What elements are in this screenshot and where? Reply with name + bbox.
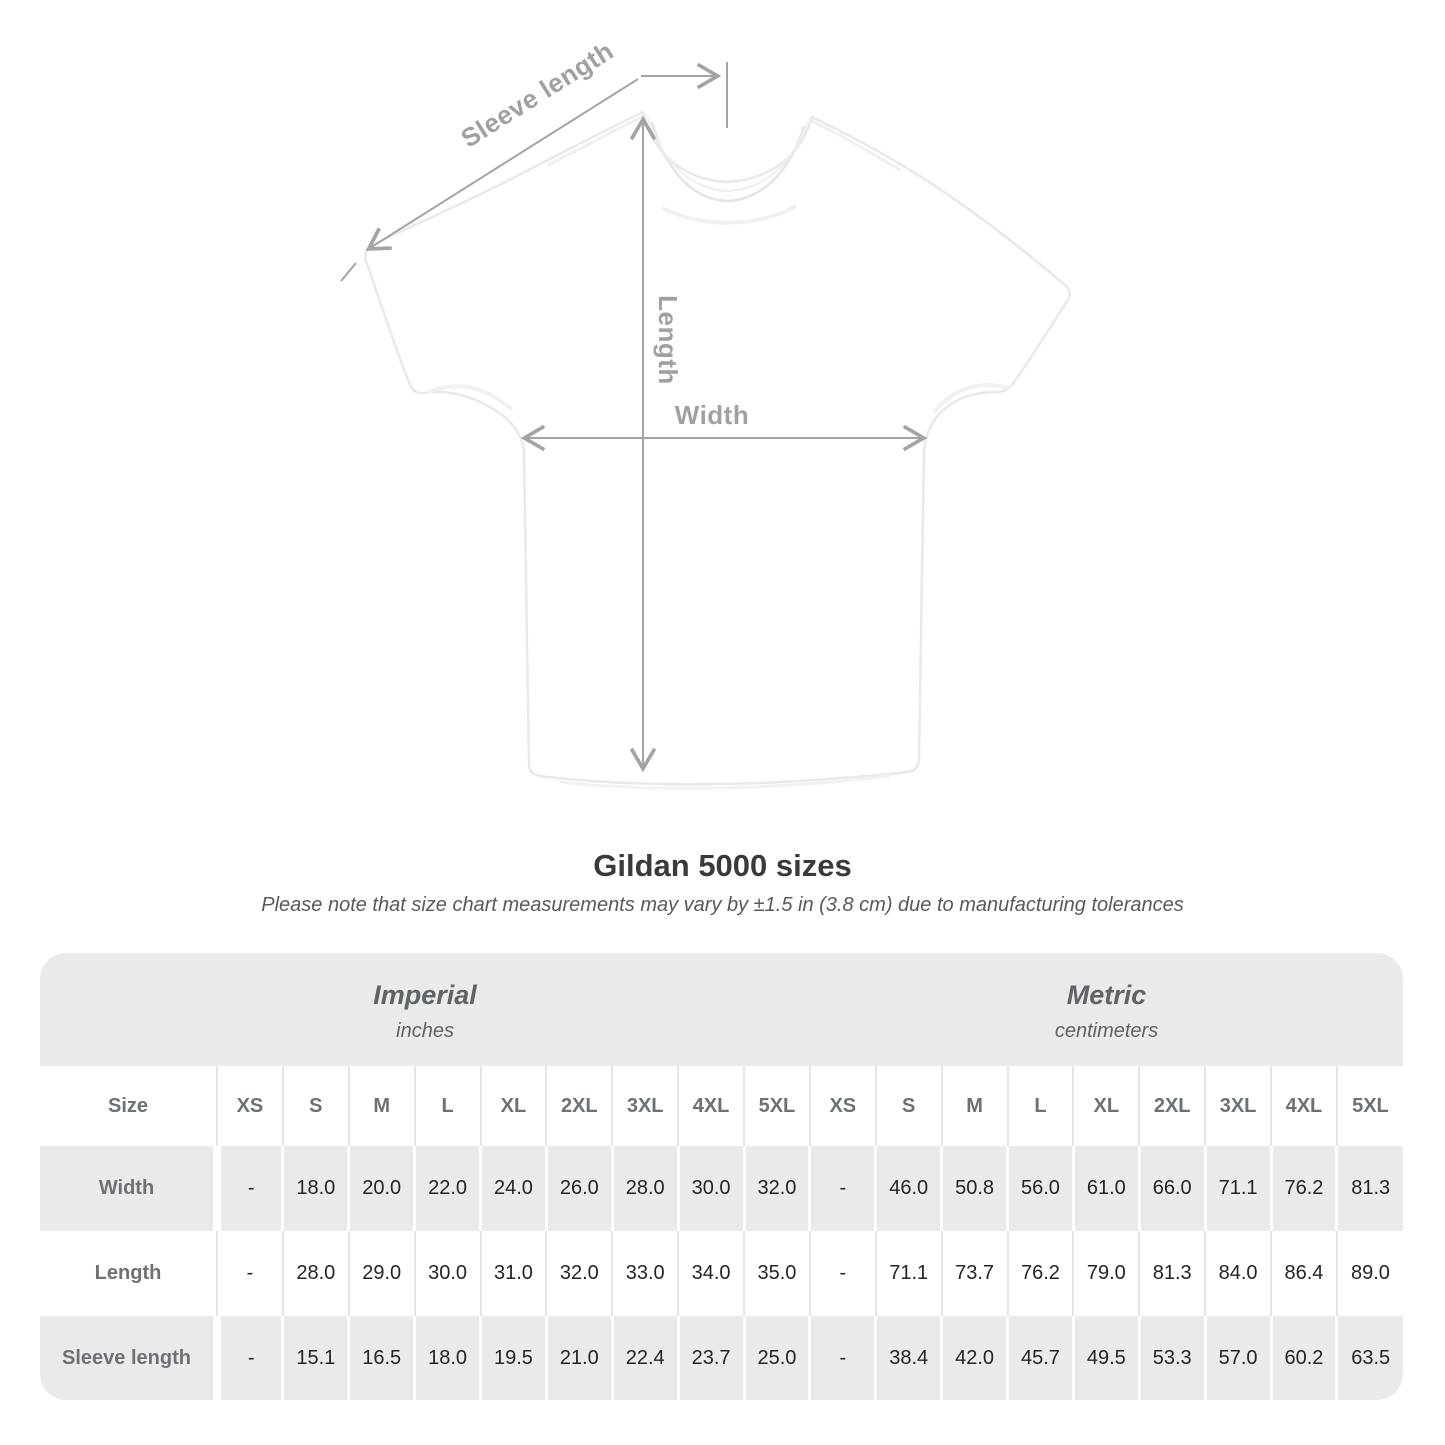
table-row-sleeve-length: Sleeve length -15.1 16.5 18.0 19.5 21.0 22.4 23…: [40, 1316, 1403, 1400]
unit-header-imperial: Imperial inches: [40, 953, 810, 1066]
table-cell: 73.7: [940, 1231, 1008, 1316]
length-label: Length: [653, 295, 683, 385]
size-header-imperial-5xl: 5XL: [743, 1066, 810, 1146]
tshirt-graphic: [364, 110, 1072, 790]
table-cell: 38.4: [874, 1316, 942, 1400]
imperial-label: Imperial: [373, 980, 477, 1010]
size-header-metric-xl: XL: [1072, 1066, 1140, 1146]
table-row-width: Width -18.0 20.0 22.0 24.0 26.0 28.0 30.0 32.0-4…: [40, 1146, 1403, 1231]
unit-header-band: Imperial inches Metric centimeters: [40, 953, 1403, 1066]
size-header-imperial-xl: XL: [479, 1066, 547, 1146]
table-cell: -: [213, 1316, 283, 1400]
collar-band: [650, 121, 806, 203]
table-cell: 18.0: [413, 1316, 481, 1400]
table-cell: 49.5: [1071, 1316, 1140, 1400]
table-cell: 28.0: [610, 1146, 679, 1231]
table-cell: 16.5: [347, 1316, 415, 1400]
table-cell: 46.0: [874, 1146, 942, 1231]
row-label: Sleeve length: [62, 1347, 191, 1369]
table-cell: 79.0: [1072, 1231, 1140, 1316]
size-header-imperial-2xl: 2XL: [545, 1066, 613, 1146]
size-header-metric-2xl: 2XL: [1138, 1066, 1206, 1146]
size-header-metric-5xl: 5XL: [1335, 1066, 1403, 1146]
size-header-metric-s: S: [874, 1066, 942, 1146]
table-cell: 66.0: [1137, 1146, 1206, 1231]
table-cell: 63.5: [1335, 1316, 1403, 1400]
metric-label: Metric: [1066, 980, 1147, 1010]
table-cell: -: [216, 1231, 283, 1316]
size-header-metric-4xl: 4XL: [1270, 1066, 1337, 1146]
size-header-imperial-s: S: [281, 1066, 349, 1146]
sleeve-overshoot-tick: [340, 262, 357, 282]
table-cell: -: [213, 1146, 283, 1231]
row-label: Length: [94, 1262, 162, 1284]
table-row-length: Length -28.0 29.0 30.0 31.0 32.0 33.0 34.0 35.0-…: [40, 1231, 1403, 1316]
size-header-metric-3xl: 3XL: [1204, 1066, 1271, 1146]
table-cell: 76.2: [1006, 1231, 1074, 1316]
size-header-imperial-xs: XS: [216, 1066, 283, 1146]
table-cell: 56.0: [1006, 1146, 1074, 1231]
table-cell: 29.0: [347, 1231, 415, 1316]
table-cell: 86.4: [1270, 1231, 1337, 1316]
table-cell: 18.0: [281, 1146, 349, 1231]
table-cell: 42.0: [940, 1316, 1008, 1400]
table-cell: 15.1: [281, 1316, 349, 1400]
page-title: Gildan 5000 sizes: [593, 848, 852, 883]
table-cell: 22.0: [413, 1146, 481, 1231]
metric-sublabel: centimeters: [1054, 1020, 1159, 1042]
table-cell: 32.0: [742, 1146, 810, 1231]
table-cell: 19.5: [479, 1316, 547, 1400]
table-cell: 81.3: [1335, 1146, 1403, 1231]
table-cell: 35.0: [743, 1231, 810, 1316]
table-cell: 21.0: [544, 1316, 613, 1400]
size-table: Size XS S M L XL 2XL 3XL 4XL 5XL XS S M L XL 2XL 3XL 4XL 5…: [40, 1066, 1403, 1400]
size-table-container: Imperial inches Metric centimeters Size X…: [40, 953, 1403, 1400]
table-cell: 71.1: [1203, 1146, 1271, 1231]
table-cell: 22.4: [610, 1316, 679, 1400]
table-cell: 61.0: [1071, 1146, 1140, 1231]
size-header-imperial-3xl: 3XL: [611, 1066, 679, 1146]
table-cell: 81.3: [1138, 1231, 1206, 1316]
tolerance-note: Please note that size chart measurements…: [261, 894, 1184, 916]
table-cell: 53.3: [1137, 1316, 1206, 1400]
size-header-metric-m: M: [940, 1066, 1008, 1146]
table-cell: 30.0: [413, 1231, 481, 1316]
table-cell: 89.0: [1335, 1231, 1403, 1316]
table-cell: -: [808, 1316, 876, 1400]
row-label: Width: [98, 1177, 155, 1199]
table-cell: 71.1: [874, 1231, 942, 1316]
table-cell: 57.0: [1203, 1316, 1271, 1400]
table-cell: 33.0: [611, 1231, 679, 1316]
table-cell: -: [808, 1146, 876, 1231]
tshirt-measurement-diagram: Sleeve length Length Width: [340, 35, 1072, 790]
table-cell: 20.0: [347, 1146, 415, 1231]
table-cell: 30.0: [676, 1146, 744, 1231]
table-cell: 24.0: [479, 1146, 547, 1231]
size-header-imperial-4xl: 4XL: [677, 1066, 744, 1146]
table-cell: 23.7: [676, 1316, 744, 1400]
table-cell: 76.2: [1269, 1146, 1337, 1231]
table-cell: -: [808, 1231, 876, 1316]
table-cell: 32.0: [545, 1231, 613, 1316]
imperial-sublabel: inches: [396, 1020, 454, 1042]
size-header-metric-l: L: [1006, 1066, 1074, 1146]
table-cell: 34.0: [677, 1231, 744, 1316]
size-header-row: Size XS S M L XL 2XL 3XL 4XL 5XL XS S M L XL 2XL 3XL 4XL 5…: [40, 1066, 1403, 1146]
table-cell: 50.8: [940, 1146, 1008, 1231]
size-header-metric-xs: XS: [808, 1066, 876, 1146]
size-header-imperial-l: L: [413, 1066, 481, 1146]
table-cell: 84.0: [1204, 1231, 1271, 1316]
table-cell: 45.7: [1006, 1316, 1074, 1400]
table-cell: 25.0: [742, 1316, 810, 1400]
table-cell: 31.0: [479, 1231, 547, 1316]
size-column-header: Size: [107, 1094, 149, 1117]
size-header-imperial-m: M: [347, 1066, 415, 1146]
table-cell: 26.0: [544, 1146, 613, 1231]
unit-header-metric: Metric centimeters: [810, 953, 1403, 1066]
sleeve-length-line: [365, 78, 639, 251]
width-label: Width: [675, 400, 749, 430]
table-cell: 60.2: [1269, 1316, 1337, 1400]
table-cell: 28.0: [281, 1231, 349, 1316]
